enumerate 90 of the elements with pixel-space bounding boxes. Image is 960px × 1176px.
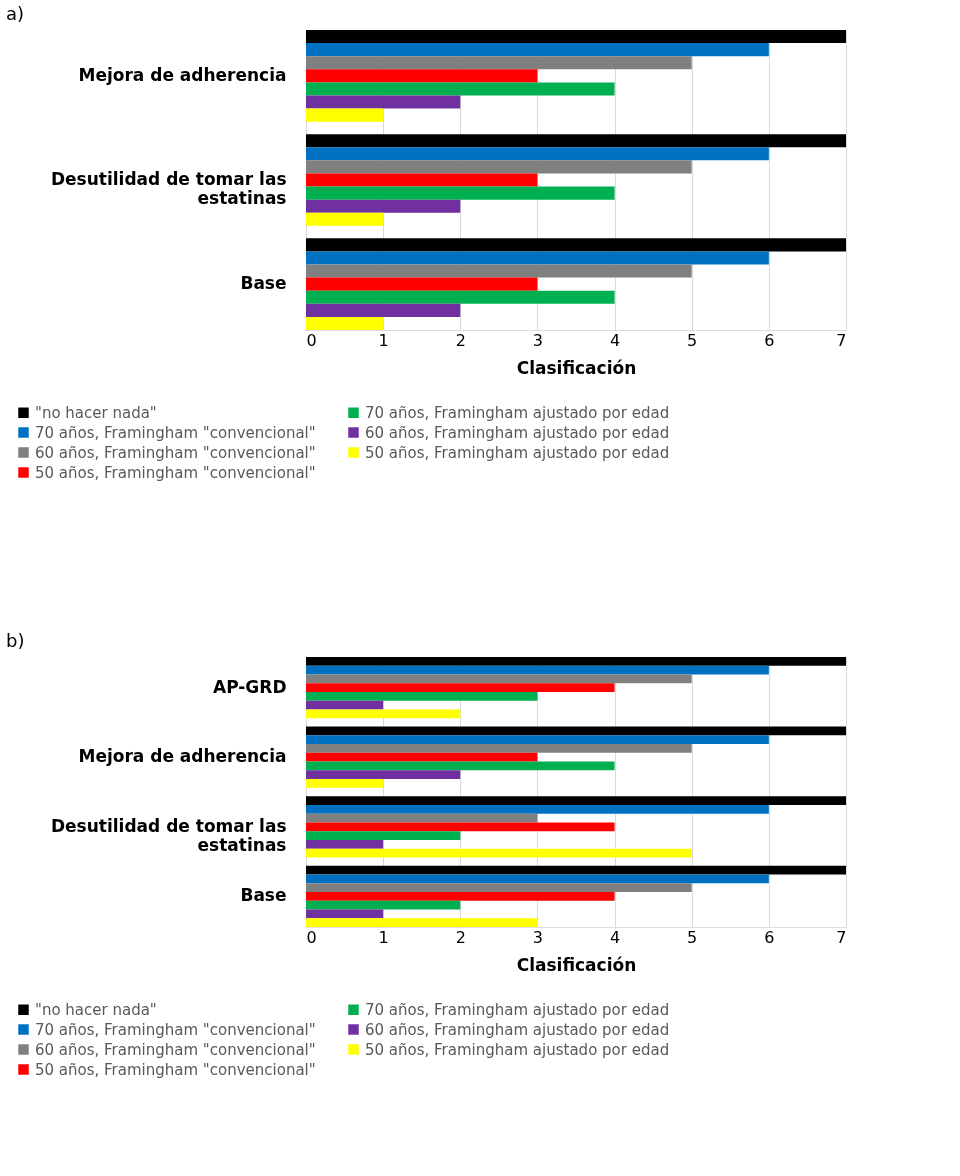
x-tick-label: 5	[687, 330, 698, 350]
bar	[306, 848, 692, 858]
legend-label: 50 años, Framingham ajustado por edad	[365, 443, 670, 462]
bar	[306, 82, 615, 96]
x-tick-label: 6	[764, 330, 775, 350]
x-axis-title: Clasificación	[516, 357, 637, 378]
bar	[306, 56, 692, 70]
bar	[306, 761, 615, 771]
bar	[306, 657, 846, 666]
bar	[306, 108, 384, 122]
legend-label: 70 años, Framingham "convencional"	[35, 1020, 316, 1039]
bar	[306, 770, 461, 780]
x-tick-label: 7	[836, 927, 847, 947]
bar	[306, 69, 538, 83]
legend-label: 60 años, Framingham ajustado por edad	[365, 423, 670, 442]
bar	[306, 892, 615, 901]
legend-label: 50 años, Framingham "convencional"	[35, 1060, 316, 1079]
bar	[306, 752, 538, 762]
bar	[306, 709, 461, 719]
bar	[306, 173, 538, 187]
x-tick-label: 3	[532, 330, 544, 350]
bar	[306, 277, 538, 291]
bar	[306, 212, 384, 226]
legend-label: 60 años, Framingham ajustado por edad	[365, 1020, 670, 1039]
legend-label: 60 años, Framingham "convencional"	[35, 443, 316, 462]
bar	[306, 290, 615, 304]
bar	[306, 238, 846, 252]
bar	[306, 796, 846, 805]
bar	[306, 303, 461, 317]
x-tick-label: 2	[455, 927, 466, 947]
bar	[306, 264, 692, 278]
bar	[306, 160, 692, 174]
x-tick-label: 1	[378, 927, 389, 947]
bar	[306, 674, 692, 684]
bar	[306, 251, 769, 265]
bar	[306, 883, 692, 893]
bar	[306, 813, 538, 823]
bar	[306, 691, 538, 701]
x-tick-label: 4	[609, 927, 621, 947]
bar	[306, 918, 538, 927]
legend-label: 70 años, Framingham ajustado por edad	[365, 1000, 670, 1019]
y-tick-label: Base	[240, 273, 287, 294]
y-tick-label: Base	[240, 885, 287, 906]
y-tick-label: Desutilidad de tomar las estatinas	[50, 815, 287, 855]
x-tick-label: 6	[764, 927, 775, 947]
legend-label: 60 años, Framingham "convencional"	[35, 1040, 316, 1059]
bar	[306, 683, 615, 692]
x-tick-label: 0	[306, 927, 317, 947]
bar	[306, 30, 846, 44]
text: a)	[6, 3, 25, 24]
bar	[306, 865, 846, 875]
legend-label: 70 años, Framingham ajustado por edad	[365, 403, 670, 422]
bar	[306, 316, 384, 330]
x-tick-label: 0	[306, 330, 317, 350]
bar	[306, 95, 461, 109]
x-axis-title: Clasificación	[516, 954, 637, 975]
bar	[306, 199, 461, 213]
bar	[306, 700, 384, 710]
y-tick-label: Mejora de adherencia	[78, 64, 287, 85]
bar	[306, 147, 769, 161]
bar	[306, 831, 461, 840]
legend-label: "no hacer nada"	[35, 1000, 157, 1019]
bar	[306, 726, 846, 736]
bar	[306, 804, 769, 814]
x-tick-label: 1	[378, 330, 389, 350]
legend-label: "no hacer nada"	[35, 403, 157, 422]
y-tick-label: AP-GRD	[212, 676, 287, 697]
x-tick-label: 7	[836, 330, 847, 350]
bar	[306, 839, 384, 849]
bar	[306, 735, 769, 745]
x-tick-label: 2	[455, 330, 466, 350]
x-tick-label: 3	[532, 927, 544, 947]
y-tick-label: Mejora de adherencia	[78, 746, 287, 767]
text: b)	[6, 630, 25, 651]
legend-label: 50 años, Framingham ajustado por edad	[365, 1040, 670, 1059]
x-tick-label: 4	[609, 330, 621, 350]
bar	[306, 900, 461, 910]
x-tick-label: 5	[687, 927, 698, 947]
bar	[306, 134, 846, 148]
legend-label: 70 años, Framingham "convencional"	[35, 423, 316, 442]
legend-label: 50 años, Framingham "convencional"	[35, 463, 316, 482]
y-tick-label: Desutilidad de tomar las estatinas	[50, 169, 287, 208]
bar	[306, 822, 615, 832]
bar	[306, 186, 615, 200]
bar	[306, 43, 769, 57]
bar	[306, 744, 692, 753]
bar	[306, 665, 769, 675]
bar	[306, 779, 384, 788]
bar	[306, 874, 769, 884]
bar	[306, 909, 384, 919]
